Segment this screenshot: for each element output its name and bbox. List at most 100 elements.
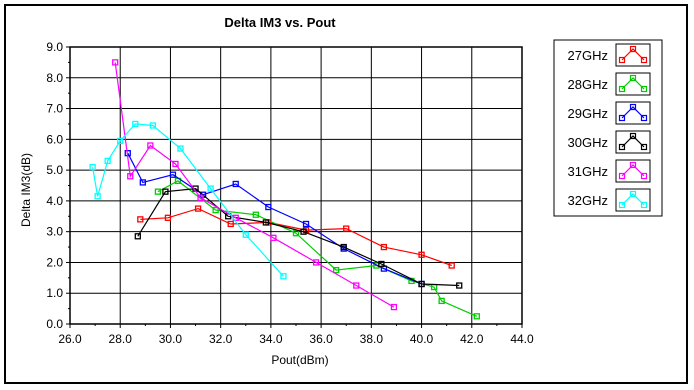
data-point-31GHz <box>147 142 154 149</box>
data-point-28GHz <box>292 230 300 237</box>
series-line-30GHz <box>137 187 460 287</box>
legend-label: 31GHz <box>568 164 608 179</box>
data-point-32GHz <box>280 273 287 280</box>
data-point-30GHz <box>378 260 385 268</box>
data-point-32GHz <box>177 145 184 152</box>
legend-swatch-marker <box>629 103 637 111</box>
data-point-30GHz <box>300 228 307 235</box>
data-point-29GHz <box>302 220 310 228</box>
data-point-32GHz <box>242 231 249 238</box>
data-point-32GHz <box>94 193 101 200</box>
plot-area: 26.0 28.0 30.0 32.0 34.0 36.0 38.0 40.0 42.0 44.0… <box>46 40 534 346</box>
y-tick-label: 3.0 <box>46 225 63 239</box>
data-point-27GHz <box>194 205 202 212</box>
legend-swatch-marker <box>629 45 637 53</box>
data-point-32GHz <box>207 185 214 192</box>
data-point-32GHz <box>132 120 139 128</box>
series-line-29GHz <box>127 152 422 285</box>
series-line-32GHz <box>92 123 284 277</box>
x-tick-label: 38.0 <box>360 332 384 346</box>
data-point-27GHz <box>137 216 144 223</box>
y-tick-label: 8.0 <box>46 71 63 85</box>
legend-label: 32GHz <box>568 193 608 208</box>
x-tick-label: 26.0 <box>58 332 82 346</box>
data-point-31GHz <box>312 259 320 266</box>
data-point-29GHz <box>139 179 146 186</box>
data-point-28GHz <box>333 266 340 274</box>
legend-swatch-marker <box>618 143 626 151</box>
data-point-32GHz <box>89 163 96 171</box>
x-tick-label: 32.0 <box>209 332 233 346</box>
x-axis-label: Pout(dBm) <box>271 353 328 367</box>
legend-swatch-marker <box>618 201 626 209</box>
legend-swatch-marker <box>629 74 637 82</box>
legend-label: 28GHz <box>568 77 608 92</box>
legend-swatch-line <box>621 48 645 61</box>
legend-swatch-line <box>621 77 645 90</box>
y-tick-label: 6.0 <box>46 132 63 146</box>
data-point-30GHz <box>162 188 169 195</box>
data-point-29GHz <box>232 180 239 188</box>
legend-swatch-marker <box>640 143 648 151</box>
y-tick-label: 4.0 <box>46 194 63 208</box>
x-tick-label: 40.0 <box>410 332 434 346</box>
data-point-27GHz <box>418 251 425 258</box>
chart-frame: Delta IM3 vs. Pout 26.0 28.0 30.0 32.0 34.0 3… <box>4 4 688 384</box>
data-point-31GHz <box>127 173 134 180</box>
legend-swatch-marker <box>629 161 637 169</box>
data-point-30GHz <box>418 280 425 288</box>
data-point-31GHz <box>353 282 360 289</box>
data-point-28GHz <box>252 211 259 218</box>
data-point-29GHz <box>265 203 272 211</box>
data-point-31GHz <box>112 59 119 66</box>
chart-title: Delta IM3 vs. Pout <box>224 15 336 30</box>
data-point-31GHz <box>172 160 179 168</box>
data-point-31GHz <box>197 194 204 201</box>
chart: Delta IM3 vs. Pout 26.0 28.0 30.0 32.0 34.0 3… <box>19 15 663 367</box>
legend-box <box>553 39 663 217</box>
legend-swatch-marker <box>629 132 637 140</box>
legend-swatch-marker <box>629 190 637 198</box>
data-point-28GHz <box>473 313 480 320</box>
x-tick-label: 36.0 <box>309 332 333 346</box>
data-point-32GHz <box>117 137 124 145</box>
y-tick-label: 5.0 <box>46 163 63 177</box>
x-tick-label: 28.0 <box>109 332 133 346</box>
legend-swatch-line <box>621 135 645 148</box>
legend-swatch-marker <box>640 172 648 180</box>
y-tick-label: 9.0 <box>46 40 63 54</box>
plot-border <box>69 46 523 325</box>
y-axis-label: Delta IM3(dB) <box>19 153 33 227</box>
series-line-31GHz <box>114 62 395 308</box>
data-point-28GHz <box>212 206 219 214</box>
legend-swatch-marker <box>618 85 626 93</box>
x-tick-label: 34.0 <box>259 332 283 346</box>
data-point-31GHz <box>270 234 277 241</box>
data-point-28GHz <box>438 297 445 305</box>
data-point-27GHz <box>227 220 234 228</box>
legend-swatch-marker <box>640 114 648 122</box>
data-point-32GHz <box>104 157 111 165</box>
legend-label: 29GHz <box>568 106 608 121</box>
legend-swatch-marker <box>640 201 648 209</box>
x-tick-label: 44.0 <box>510 332 534 346</box>
y-tick-label: 2.0 <box>46 255 63 269</box>
legend-label: 30GHz <box>568 135 608 150</box>
legend-swatch-line <box>621 106 645 119</box>
data-point-29GHz <box>169 171 177 178</box>
data-point-28GHz <box>154 188 162 195</box>
y-tick-label: 0.0 <box>46 317 63 331</box>
y-tick-label: 7.0 <box>46 102 63 116</box>
series-line-27GHz <box>140 207 452 267</box>
legend-swatch-line <box>621 193 645 206</box>
data-point-27GHz <box>448 262 455 269</box>
data-point-30GHz <box>456 282 463 289</box>
legend-swatch-marker <box>640 56 648 64</box>
data-point-30GHz <box>340 243 347 251</box>
data-point-32GHz <box>149 122 157 129</box>
data-point-27GHz <box>380 243 388 251</box>
plot-background <box>70 47 522 324</box>
x-tick-label: 42.0 <box>460 332 484 346</box>
legend-swatch-line <box>621 164 645 177</box>
data-point-31GHz <box>390 303 398 311</box>
